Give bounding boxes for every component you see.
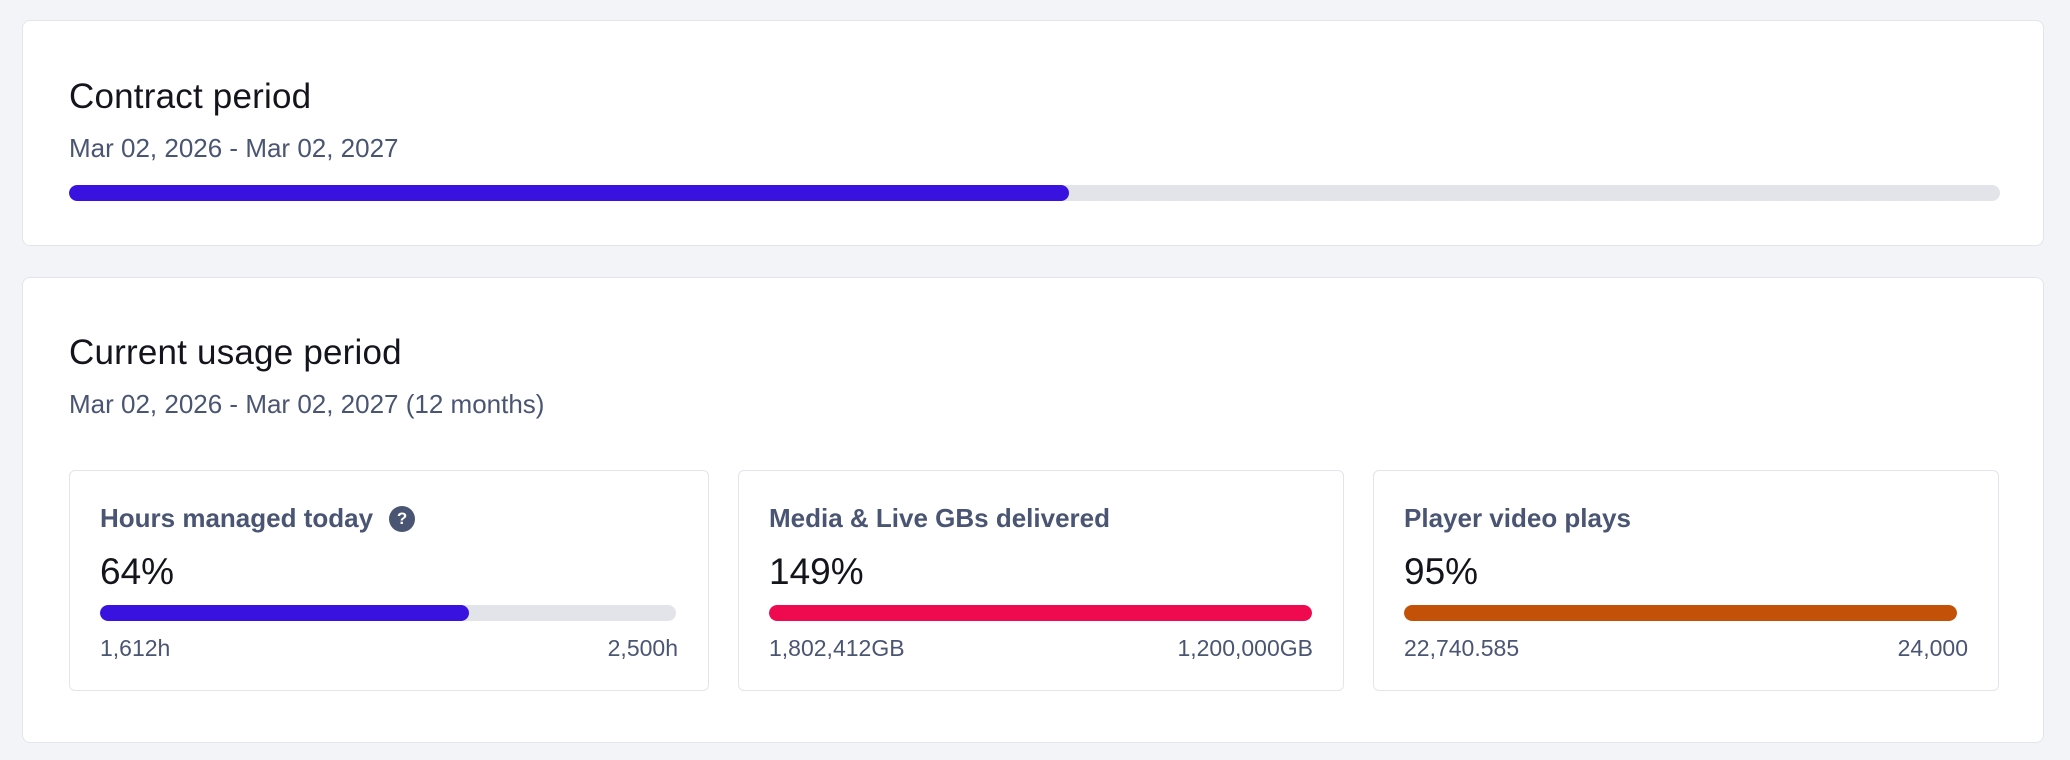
usage-period-title: Current usage period (69, 333, 402, 372)
metric-label-row: Hours managed today ? (100, 503, 416, 534)
metric-label-row: Player video plays (1404, 503, 1631, 534)
metric-percent: 149% (769, 551, 864, 592)
metric-limit-value: 24,000 (1897, 635, 1968, 661)
metric-used-value: 1,802,412GB (769, 635, 905, 661)
metric-label-row: Media & Live GBs delivered (769, 503, 1110, 534)
contract-progress-fill (69, 185, 1070, 201)
metric-progress-fill (100, 605, 469, 621)
question-circle-icon[interactable]: ? (389, 505, 416, 532)
metric-progress-fill (769, 605, 1312, 621)
metric-label: Media & Live GBs delivered (769, 503, 1111, 533)
metric-progress-fill (1404, 605, 1957, 621)
contract-period-title: Contract period (69, 77, 312, 116)
contract-progress-track (69, 185, 2000, 201)
metric-used-value: 1,612h (100, 635, 171, 661)
current-usage-period-card: Current usage period Mar 02, 2026 - Mar … (22, 277, 2044, 743)
metric-card-hours-managed: Hours managed today ? 64% 1,612h 2,500h (69, 470, 709, 691)
metric-progress-track (1404, 605, 1957, 621)
metric-limit-value: 2,500h (607, 635, 678, 661)
metric-card-video-plays: Player video plays 95% 22,740.585 24,000 (1373, 470, 1999, 691)
metric-used-value: 22,740.585 (1404, 635, 1520, 661)
metric-percent: 64% (100, 551, 175, 592)
metric-label: Hours managed today (100, 503, 374, 533)
metric-percent: 95% (1404, 551, 1479, 592)
contract-period-dates: Mar 02, 2026 - Mar 02, 2027 (69, 133, 399, 163)
metric-limit-value: 1,200,000GB (1177, 635, 1313, 661)
contract-period-card: Contract period Mar 02, 2026 - Mar 02, 2… (22, 20, 2044, 246)
usage-period-dates: Mar 02, 2026 - Mar 02, 2027 (12 months) (69, 389, 545, 419)
metric-progress-track (769, 605, 1312, 621)
metric-card-gbs-delivered: Media & Live GBs delivered 149% 1,802,41… (738, 470, 1344, 691)
metric-label: Player video plays (1404, 503, 1631, 533)
metric-progress-track (100, 605, 676, 621)
